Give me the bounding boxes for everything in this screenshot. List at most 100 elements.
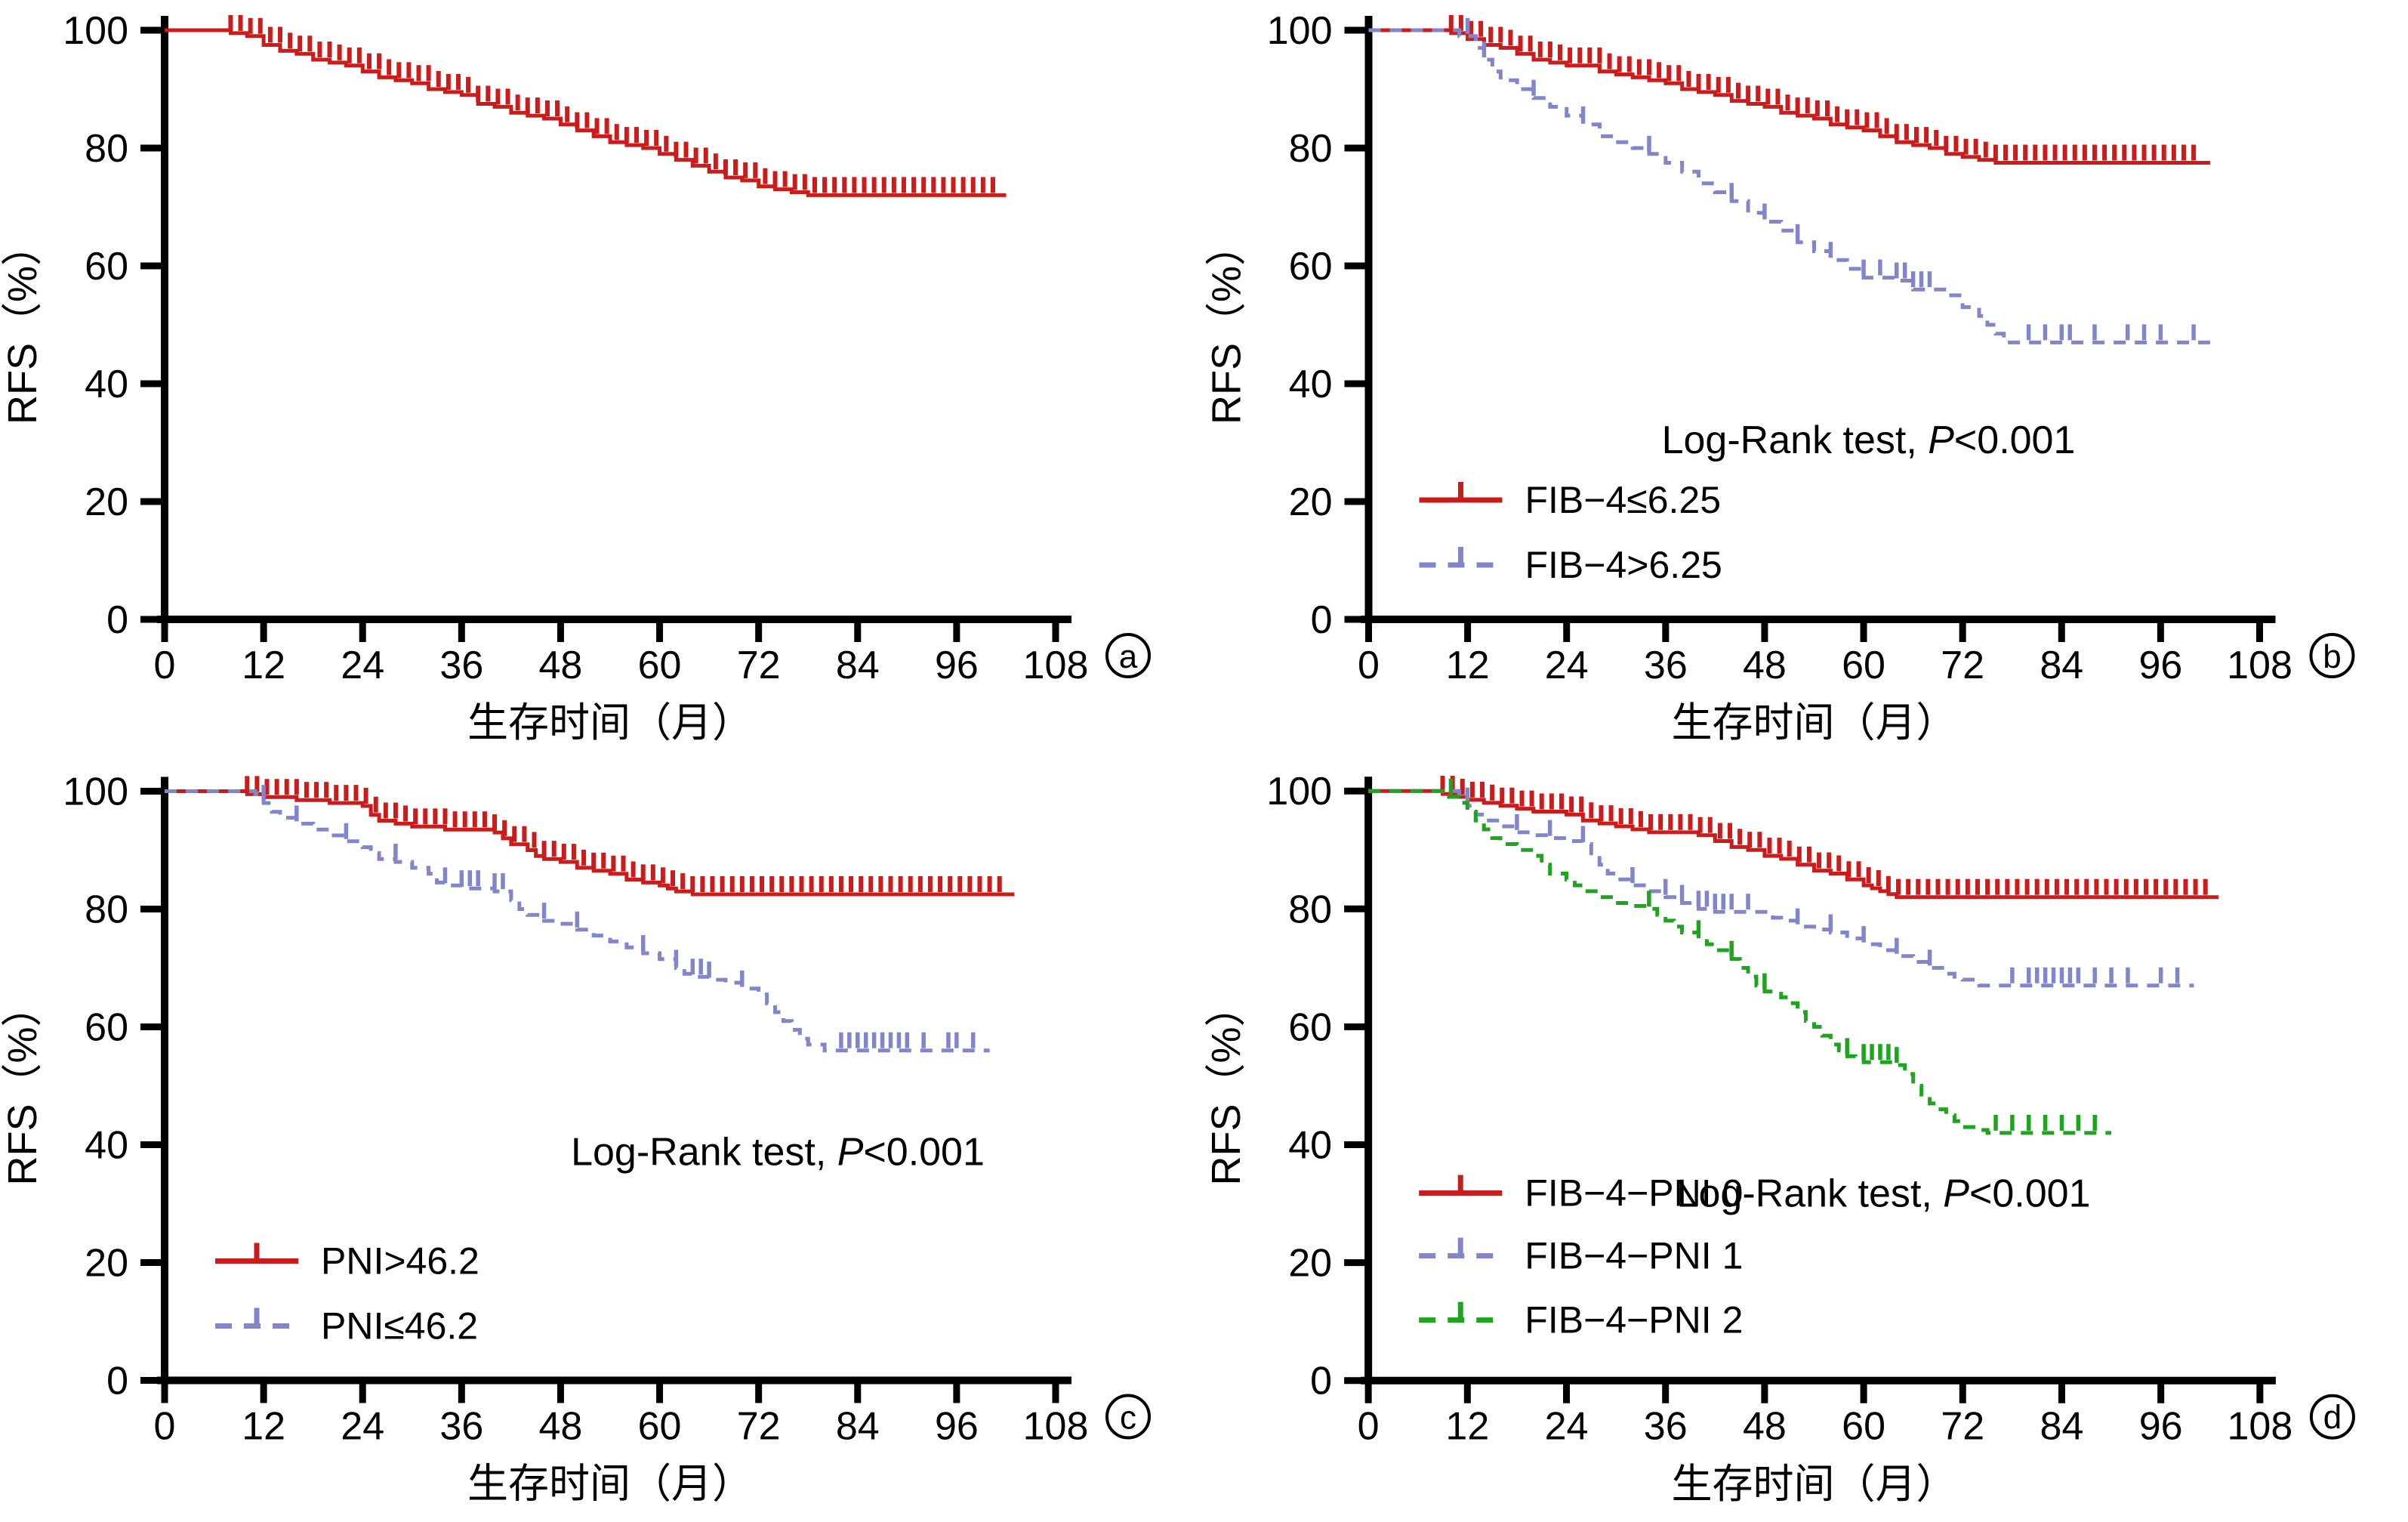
- x-axis-label: 生存时间（月）: [1671, 1462, 1956, 1507]
- y-tick-label: 40: [85, 363, 128, 406]
- x-tick-label: 60: [1842, 1405, 1885, 1449]
- y-tick-label: 0: [106, 1360, 128, 1403]
- y-axis-label: RFS（%）: [1204, 986, 1249, 1185]
- x-tick-label: 72: [1941, 644, 1984, 687]
- legend-label: FIB−4−PNI 0: [1525, 1172, 1743, 1215]
- x-tick-label: 96: [935, 1405, 979, 1449]
- x-tick-label: 96: [2138, 644, 2182, 687]
- km-chart-a: 0 20 40 60 80 100 0 12 24 36 48 60 72 84 96 108 生存时间（月） R…: [0, 9, 1151, 746]
- x-tick-label: 36: [1644, 644, 1688, 687]
- y-tick-label: 60: [85, 245, 128, 289]
- x-tick-label: 72: [737, 1405, 781, 1449]
- y-tick-label: 20: [1288, 1242, 1332, 1286]
- x-tick-label: 0: [154, 1405, 176, 1449]
- y-tick-label: 0: [106, 598, 128, 642]
- x-tick-label: 108: [1023, 644, 1089, 687]
- panel-letter-circle: [1105, 1394, 1151, 1440]
- x-tick-label: 72: [1941, 1405, 1984, 1449]
- panel-c: 0 20 40 60 80 100 0 12 24 36 48 60 72 84 96 108 生存时间（月） R…: [0, 761, 1204, 1522]
- x-tick-label: 0: [1358, 644, 1380, 687]
- y-tick-label: 40: [1289, 363, 1333, 406]
- y-tick-label: 100: [63, 770, 128, 814]
- x-tick-label: 0: [1358, 1405, 1380, 1449]
- x-tick-label: 24: [341, 1405, 384, 1449]
- km-chart-c: 0 20 40 60 80 100 0 12 24 36 48 60 72 84 96 108 生存时间（月） R…: [0, 770, 1151, 1507]
- series-fib4-pni-1: [1368, 789, 2194, 988]
- series-fib4-high: [1368, 28, 2210, 344]
- y-tick-label: 80: [85, 888, 128, 932]
- series-pni-high: [165, 789, 1015, 897]
- x-tick-label: 0: [154, 644, 176, 687]
- x-tick-label: 36: [1644, 1405, 1688, 1449]
- x-tick-label: 108: [2227, 644, 2292, 687]
- km-chart-b: 0 20 40 60 80 100 0 12 24 36 48 60 72 84 96 108 生存时间（月） R…: [1204, 9, 2355, 746]
- y-tick-label: 80: [85, 127, 128, 171]
- x-tick-label: 48: [1743, 1405, 1787, 1449]
- legend-label: FIB−4≤6.25: [1525, 479, 1722, 521]
- x-tick-label: 48: [539, 644, 583, 687]
- legend-label: PNI≤46.2: [321, 1305, 478, 1348]
- log-rank-annotation: Log-Rank test, P<0.001: [1677, 1172, 2091, 1216]
- x-tick-label: 36: [439, 644, 483, 687]
- series-fib4-low: [1368, 28, 2210, 165]
- x-tick-label: 24: [341, 644, 384, 687]
- panel-letter-circle: [2309, 1394, 2355, 1440]
- y-tick-label: 20: [85, 1242, 128, 1286]
- log-rank-annotation: Log-Rank test, P<0.001: [571, 1131, 985, 1175]
- panel-d: 0 20 40 60 80 100 0 12 24 36 48 60 72 84 96 108 生存时间（月） R…: [1204, 761, 2408, 1522]
- x-tick-label: 60: [1842, 644, 1885, 687]
- x-tick-label: 48: [1743, 644, 1787, 687]
- y-tick-label: 0: [1310, 1360, 1332, 1403]
- x-axis-label: 生存时间（月）: [1672, 700, 1957, 746]
- x-tick-label: 72: [737, 644, 781, 687]
- panel-letter-circle: [1105, 633, 1151, 678]
- series-fib4-pni-2: [1368, 789, 2112, 1135]
- x-axis-label: 生存时间（月）: [467, 700, 753, 746]
- x-tick-label: 24: [1545, 644, 1589, 687]
- x-tick-label: 60: [638, 644, 682, 687]
- y-tick-label: 60: [1289, 245, 1333, 289]
- km-chart-d: 0 20 40 60 80 100 0 12 24 36 48 60 72 84 96 108 生存时间（月） R…: [1204, 770, 2355, 1507]
- panel-letter-circle: [2309, 633, 2355, 678]
- x-tick-label: 108: [2227, 1405, 2292, 1449]
- x-tick-label: 12: [1445, 1405, 1489, 1449]
- legend-label: FIB−4>6.25: [1525, 544, 1722, 586]
- x-axis-label: 生存时间（月）: [467, 1462, 753, 1507]
- panel-letter: a: [1119, 638, 1138, 675]
- y-tick-label: 80: [1288, 888, 1332, 931]
- y-tick-label: 100: [1267, 9, 1333, 53]
- y-tick-label: 100: [63, 9, 128, 53]
- legend-label: PNI>46.2: [321, 1240, 479, 1283]
- x-tick-label: 84: [836, 1405, 880, 1449]
- y-tick-label: 60: [1288, 1005, 1332, 1049]
- y-axis-label: RFS（%）: [0, 225, 45, 424]
- x-tick-label: 84: [836, 644, 880, 687]
- panel-letter: b: [2323, 638, 2341, 675]
- y-tick-label: 40: [85, 1124, 128, 1168]
- series-all-patients: [165, 28, 1007, 197]
- x-tick-label: 12: [242, 1405, 285, 1449]
- y-axis-label: RFS（%）: [1204, 225, 1250, 424]
- panel-b: 0 20 40 60 80 100 0 12 24 36 48 60 72 84 96 108 生存时间（月） R…: [1204, 0, 2408, 761]
- x-tick-label: 108: [1023, 1405, 1089, 1449]
- x-tick-label: 36: [439, 1405, 483, 1449]
- x-tick-label: 48: [539, 1405, 583, 1449]
- legend-label: FIB−4−PNI 1: [1525, 1235, 1743, 1277]
- panel-letter: d: [2323, 1400, 2342, 1437]
- x-tick-label: 60: [638, 1405, 682, 1449]
- x-tick-label: 84: [2040, 1405, 2084, 1449]
- legend-label: FIB−4−PNI 2: [1525, 1299, 1743, 1341]
- y-tick-label: 20: [85, 480, 128, 524]
- panel-letter: c: [1120, 1400, 1136, 1437]
- y-axis-label: RFS（%）: [0, 986, 45, 1185]
- x-tick-label: 12: [1446, 644, 1490, 687]
- y-tick-label: 100: [1266, 770, 1332, 813]
- log-rank-annotation: Log-Rank test, P<0.001: [1662, 418, 2076, 462]
- y-tick-label: 40: [1288, 1124, 1332, 1168]
- x-tick-label: 96: [2139, 1405, 2183, 1449]
- x-tick-label: 12: [242, 644, 285, 687]
- x-tick-label: 84: [2040, 644, 2083, 687]
- x-tick-label: 24: [1545, 1405, 1589, 1449]
- panel-a: 0 20 40 60 80 100 0 12 24 36 48 60 72 84 96 108 生存时间（月） R…: [0, 0, 1204, 761]
